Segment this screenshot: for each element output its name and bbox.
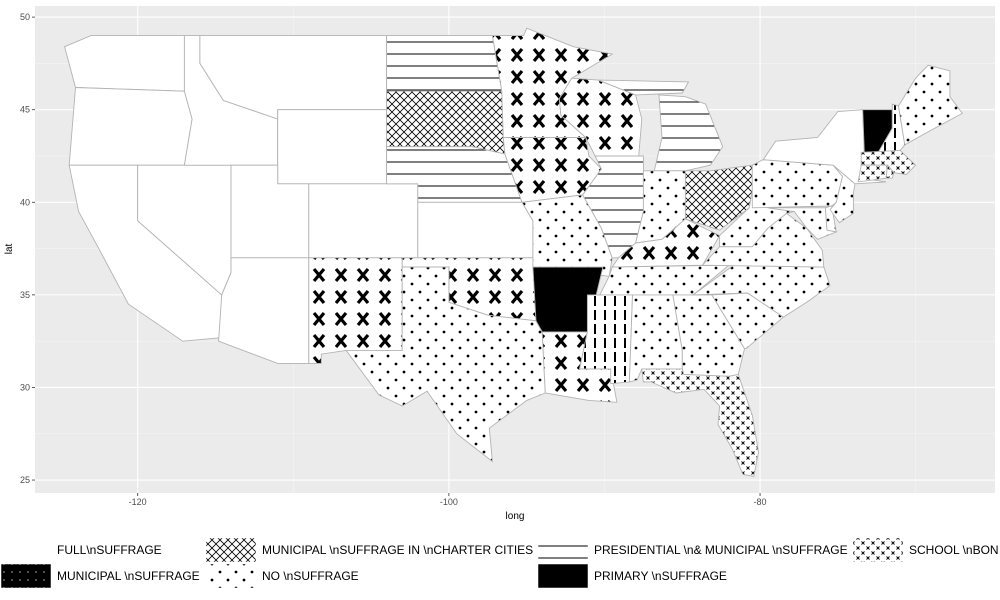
state-north-dakota (386, 35, 503, 92)
state-maine (898, 64, 963, 146)
axis-ticks: -120 -100 -80 25 30 35 40 45 50 (20, 12, 767, 507)
state-south-dakota (386, 90, 506, 155)
x-axis-title: long (506, 511, 525, 522)
state-rhode-island (885, 164, 895, 179)
y-tick-label: 45 (20, 105, 30, 115)
legend-label-pres: PRESIDENTIAL \n& MUNICIPAL \nSUFFRAGE (594, 543, 848, 557)
state-colorado (308, 183, 419, 259)
legend-key-charter (205, 537, 257, 563)
state-michigan-lp (653, 94, 724, 172)
state-florida (641, 368, 759, 477)
legend: FULL\nSUFFRAGE MUNICIPAL \nSUFFRAGE MUNICI… (0, 537, 999, 589)
y-tick-label: 40 (20, 197, 30, 207)
state-texas (345, 266, 546, 463)
state-wyoming (277, 109, 388, 185)
state-washington (64, 35, 185, 92)
x-tick-label: -120 (129, 497, 147, 507)
x-tick-label: -80 (754, 497, 767, 507)
legend-key-pres (537, 537, 589, 563)
legend-key-primary (537, 563, 589, 589)
state-polygons (64, 27, 963, 477)
state-new-jersey (829, 164, 856, 224)
state-kentucky (611, 218, 721, 268)
x-tick-label: -100 (440, 497, 458, 507)
legend-key-full (0, 537, 52, 563)
state-kansas (417, 201, 534, 259)
state-oregon (68, 87, 193, 166)
state-pennsylvania (751, 159, 843, 209)
legend-key-none (205, 563, 257, 589)
y-axis-title: lat (4, 243, 15, 254)
legend-label-full: FULL\nSUFFRAGE (57, 543, 162, 557)
state-michigan-up (598, 79, 690, 96)
state-new-mexico (308, 257, 403, 364)
legend-key-school (852, 537, 904, 563)
y-tick-label: 25 (20, 475, 30, 485)
state-delaware (824, 205, 837, 233)
legend-label-school: SCHOOL \nBON (909, 543, 999, 557)
legend-key-municipal (0, 563, 52, 589)
legend-label-none: NO \nSUFFRAGE (262, 569, 359, 583)
state-west-virginia (719, 190, 795, 248)
legend-label-charter: MUNICIPAL \nSUFFRAGE IN \nCHARTER CITIES (262, 543, 533, 557)
y-tick-label: 50 (20, 12, 30, 22)
legend-label-primary: PRIMARY \nSUFFRAGE (594, 569, 727, 583)
legend-label-municipal: MUNICIPAL \nSUFFRAGE (57, 569, 200, 583)
y-tick-label: 35 (20, 290, 30, 300)
y-tick-label: 30 (20, 382, 30, 392)
